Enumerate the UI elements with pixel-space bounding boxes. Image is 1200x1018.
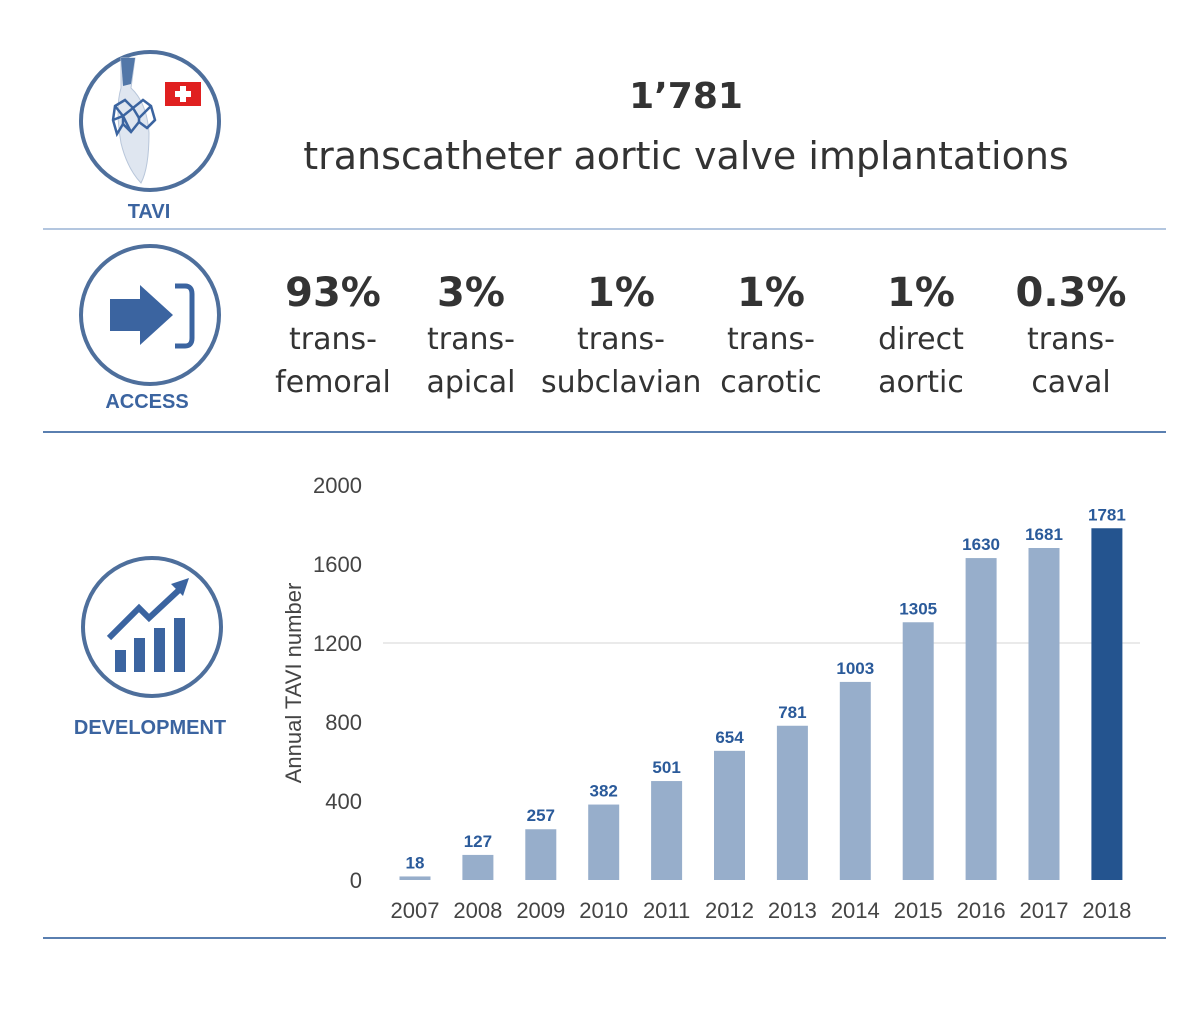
access-arrow-icon <box>79 244 221 386</box>
access-percentage: 1% <box>737 270 805 316</box>
divider <box>43 431 1166 433</box>
bar-2014 <box>839 681 871 880</box>
bar-2017 <box>1028 548 1060 880</box>
y-axis-label: Annual TAVI number <box>281 583 306 784</box>
bar-2008 <box>462 854 494 880</box>
access-route-line2: subclavian <box>541 365 702 400</box>
x-tick-label: 2012 <box>705 898 754 923</box>
data-label: 1781 <box>1088 505 1126 524</box>
access-stat: 0.3% trans-caval <box>991 268 1151 404</box>
access-route-line1: trans- <box>577 322 665 357</box>
tavi-label: TAVI <box>127 201 171 223</box>
bar-2015 <box>902 622 934 880</box>
access-route-line1: direct <box>878 322 964 357</box>
bar-2007 <box>399 876 431 880</box>
x-tick-label: 2009 <box>516 898 565 923</box>
bar-2012 <box>714 750 745 880</box>
access-route-line1: trans- <box>289 322 377 357</box>
access-stat: 1% direct aortic <box>841 268 1001 404</box>
x-tick-label: 2013 <box>768 898 817 923</box>
x-tick-label: 2017 <box>1020 898 1069 923</box>
access-route-line1: trans- <box>1027 322 1115 357</box>
divider <box>43 228 1166 230</box>
x-tick-label: 2008 <box>453 898 502 923</box>
y-tick-label: 1200 <box>313 631 362 656</box>
data-label: 18 <box>406 853 425 872</box>
access-route-line2: carotic <box>720 365 822 400</box>
access-route-line1: trans- <box>727 322 815 357</box>
access-percentage: 0.3% <box>1015 270 1127 316</box>
bar-2018 <box>1091 528 1123 880</box>
data-label: 1003 <box>836 659 874 678</box>
access-route-line2: caval <box>1031 365 1111 400</box>
data-label: 501 <box>652 758 680 777</box>
access-stat: 93% trans-femoral <box>253 268 413 404</box>
x-tick-label: 2016 <box>957 898 1006 923</box>
access-stat: 3% trans-apical <box>391 268 551 404</box>
data-label: 127 <box>464 832 492 851</box>
bar-2009 <box>525 829 557 880</box>
access-percentage: 1% <box>887 270 955 316</box>
y-tick-label: 1600 <box>313 552 362 577</box>
data-label: 1630 <box>962 535 1000 554</box>
divider <box>43 937 1166 939</box>
access-percentage: 93% <box>285 270 381 316</box>
data-label: 382 <box>590 782 618 801</box>
development-label: DEVELOPMENT <box>73 717 227 739</box>
x-tick-label: 2007 <box>391 898 440 923</box>
data-label: 654 <box>715 728 744 747</box>
data-label: 257 <box>527 806 555 825</box>
x-tick-label: 2011 <box>643 898 690 923</box>
bar-2016 <box>965 558 997 880</box>
access-route-line2: apical <box>426 365 516 400</box>
y-tick-label: 800 <box>325 710 362 735</box>
access-percentage: 1% <box>587 270 655 316</box>
annual-tavi-bar-chart: 0 400 800 1200 1600 2000 Annual TAVI number 18 2… <box>281 473 1140 923</box>
x-tick-label: 2018 <box>1082 898 1131 923</box>
access-route-line2: aortic <box>878 365 964 400</box>
bar-2013 <box>776 725 808 880</box>
access-percentage: 3% <box>437 270 505 316</box>
tavi-count: 1’781 <box>629 76 743 117</box>
x-tick-label: 2015 <box>894 898 943 923</box>
y-tick-label: 2000 <box>313 473 362 498</box>
data-label: 1681 <box>1025 525 1063 544</box>
access-stat: 1% trans-carotic <box>691 268 851 404</box>
x-tick-label: 2014 <box>831 898 880 923</box>
access-stat: 1% trans-subclavian <box>541 268 701 404</box>
access-route-line2: femoral <box>275 365 391 400</box>
tavi-valve-icon <box>79 50 221 192</box>
y-tick-label: 0 <box>350 868 362 893</box>
x-tick-label: 2010 <box>579 898 628 923</box>
bar-2011 <box>651 781 683 880</box>
y-tick-label: 400 <box>325 789 362 814</box>
data-label: 781 <box>778 703 806 722</box>
development-growth-icon <box>81 556 223 698</box>
bar-2010 <box>588 804 620 880</box>
access-route-line1: trans- <box>427 322 515 357</box>
access-label: ACCESS <box>105 391 189 413</box>
tavi-subtitle: transcatheter aortic valve implantations <box>303 134 1069 178</box>
data-label: 1305 <box>899 599 937 618</box>
